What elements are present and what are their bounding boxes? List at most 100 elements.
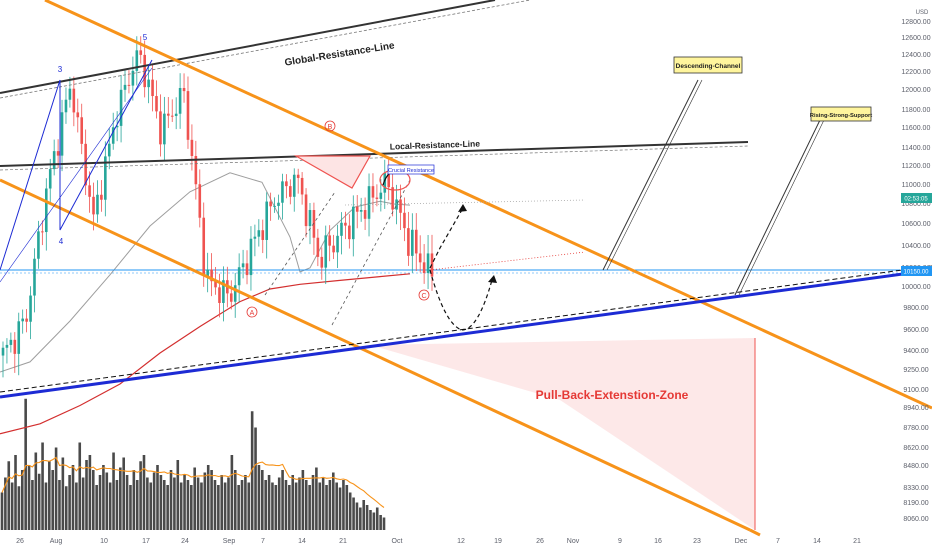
crucial-resistance-label: Crucial Resistance	[387, 164, 435, 175]
projection-path-down	[429, 269, 493, 331]
candle-body	[418, 253, 422, 263]
volume-bar	[4, 477, 7, 530]
candle-body	[407, 228, 410, 256]
candle-body	[265, 201, 268, 240]
volume-bar	[257, 465, 261, 530]
projection-path-up	[429, 207, 464, 269]
descending-callout-pointer	[602, 79, 699, 271]
candle-body	[411, 229, 414, 256]
dotted-level-1	[344, 199, 586, 206]
volume-bar	[213, 480, 217, 530]
candle-body	[163, 113, 166, 145]
candle-body	[206, 269, 209, 277]
channel-lower-line	[0, 178, 751, 532]
volume-bar	[48, 461, 51, 530]
volume-bar	[75, 482, 78, 530]
volume-bar	[179, 482, 183, 530]
candle-body	[186, 91, 190, 140]
candle-body	[289, 186, 292, 197]
local-resistance-label: Local-Resistance-Line	[390, 138, 481, 151]
volume-bar	[91, 470, 95, 530]
impulse-wave-parallel	[0, 67, 153, 283]
volume-bar	[382, 517, 386, 530]
time-tick-label: 26	[536, 538, 544, 545]
candle-body	[159, 111, 162, 145]
candle-body	[355, 206, 359, 212]
volume-bar	[325, 485, 328, 530]
candle-body	[25, 318, 28, 322]
svg-text:02:53:05: 02:53:05	[904, 197, 928, 203]
candle-body	[422, 262, 426, 274]
time-tick-label: 14	[813, 538, 821, 545]
time-axis[interactable]: 26 Aug 10 17 24 Sep 7 14 21 Oct 12 19 26 Nov 9 16 23 Dec 7…	[16, 538, 861, 545]
candle-body	[332, 245, 335, 253]
countdown-tag: 02:53:05	[901, 193, 932, 203]
local-resistance-line-dash	[0, 145, 749, 171]
price-tick-label: 8940.00	[903, 405, 928, 412]
volume-bar	[335, 482, 338, 530]
candle-body	[245, 263, 249, 276]
volume-bar	[78, 442, 82, 530]
volume-bar	[196, 477, 200, 530]
time-tick-label: 21	[853, 538, 861, 545]
candle-body	[119, 89, 123, 126]
price-tick-label: 9600.00	[903, 327, 928, 334]
price-tick-label: 8190.00	[903, 500, 928, 507]
candle-body	[100, 194, 103, 200]
volume-bar	[352, 497, 355, 530]
candle-body	[194, 155, 198, 185]
candle-body	[367, 186, 371, 219]
candle-body	[84, 143, 87, 186]
price-tick-label: 8480.00	[903, 463, 928, 470]
candle-body	[48, 169, 52, 189]
candles	[1, 36, 434, 378]
time-tick-label: 10	[100, 538, 108, 545]
candle-body	[249, 238, 253, 276]
descending-channel-text: Descending-Channel	[676, 63, 741, 70]
volume-bar	[233, 470, 237, 530]
candle-body	[33, 258, 36, 296]
price-tick-label: 8620.00	[903, 445, 928, 452]
volume-bar	[98, 475, 102, 530]
candle-body	[292, 174, 296, 197]
candle-body	[60, 112, 64, 156]
candle-body	[151, 79, 154, 97]
candle-body	[174, 113, 178, 116]
volume-bar	[37, 473, 41, 530]
volume-bar	[14, 455, 17, 530]
volume-bar	[10, 482, 14, 530]
candle-body	[115, 125, 119, 128]
wave-label-3: 3	[58, 65, 63, 74]
volume-bar	[369, 510, 372, 530]
volume-bar	[54, 447, 58, 530]
ema-line	[0, 273, 411, 435]
descending-callout-pointer-2	[606, 79, 703, 271]
volume-bar	[146, 477, 149, 530]
volume-bar	[152, 472, 156, 530]
volume-bar	[7, 461, 11, 530]
volume-bar	[95, 485, 98, 530]
volume-bar	[315, 467, 318, 530]
time-tick-label: 12	[457, 538, 465, 545]
volume-bar	[68, 475, 71, 530]
volume-bar	[162, 480, 166, 530]
crucial-resistance-text: Crucial Resistance	[388, 168, 434, 174]
volume-bar	[321, 477, 325, 530]
candle-body	[387, 173, 391, 188]
candle-body	[76, 112, 80, 118]
volume-bar	[217, 485, 220, 530]
candle-body	[56, 151, 60, 156]
volume-bar	[237, 485, 240, 530]
price-tick-label: 12400.00	[901, 52, 930, 59]
volume-bar	[17, 486, 21, 530]
volume-bar	[244, 475, 247, 530]
volume-bar	[240, 480, 244, 530]
volume-bar	[331, 472, 335, 530]
time-tick-label: 19	[494, 538, 502, 545]
candle-body	[379, 192, 383, 199]
volume-bar	[24, 398, 27, 530]
volume-bar	[379, 515, 382, 530]
candle-body	[72, 88, 76, 113]
price-tick-label: 10000.00	[901, 284, 930, 291]
